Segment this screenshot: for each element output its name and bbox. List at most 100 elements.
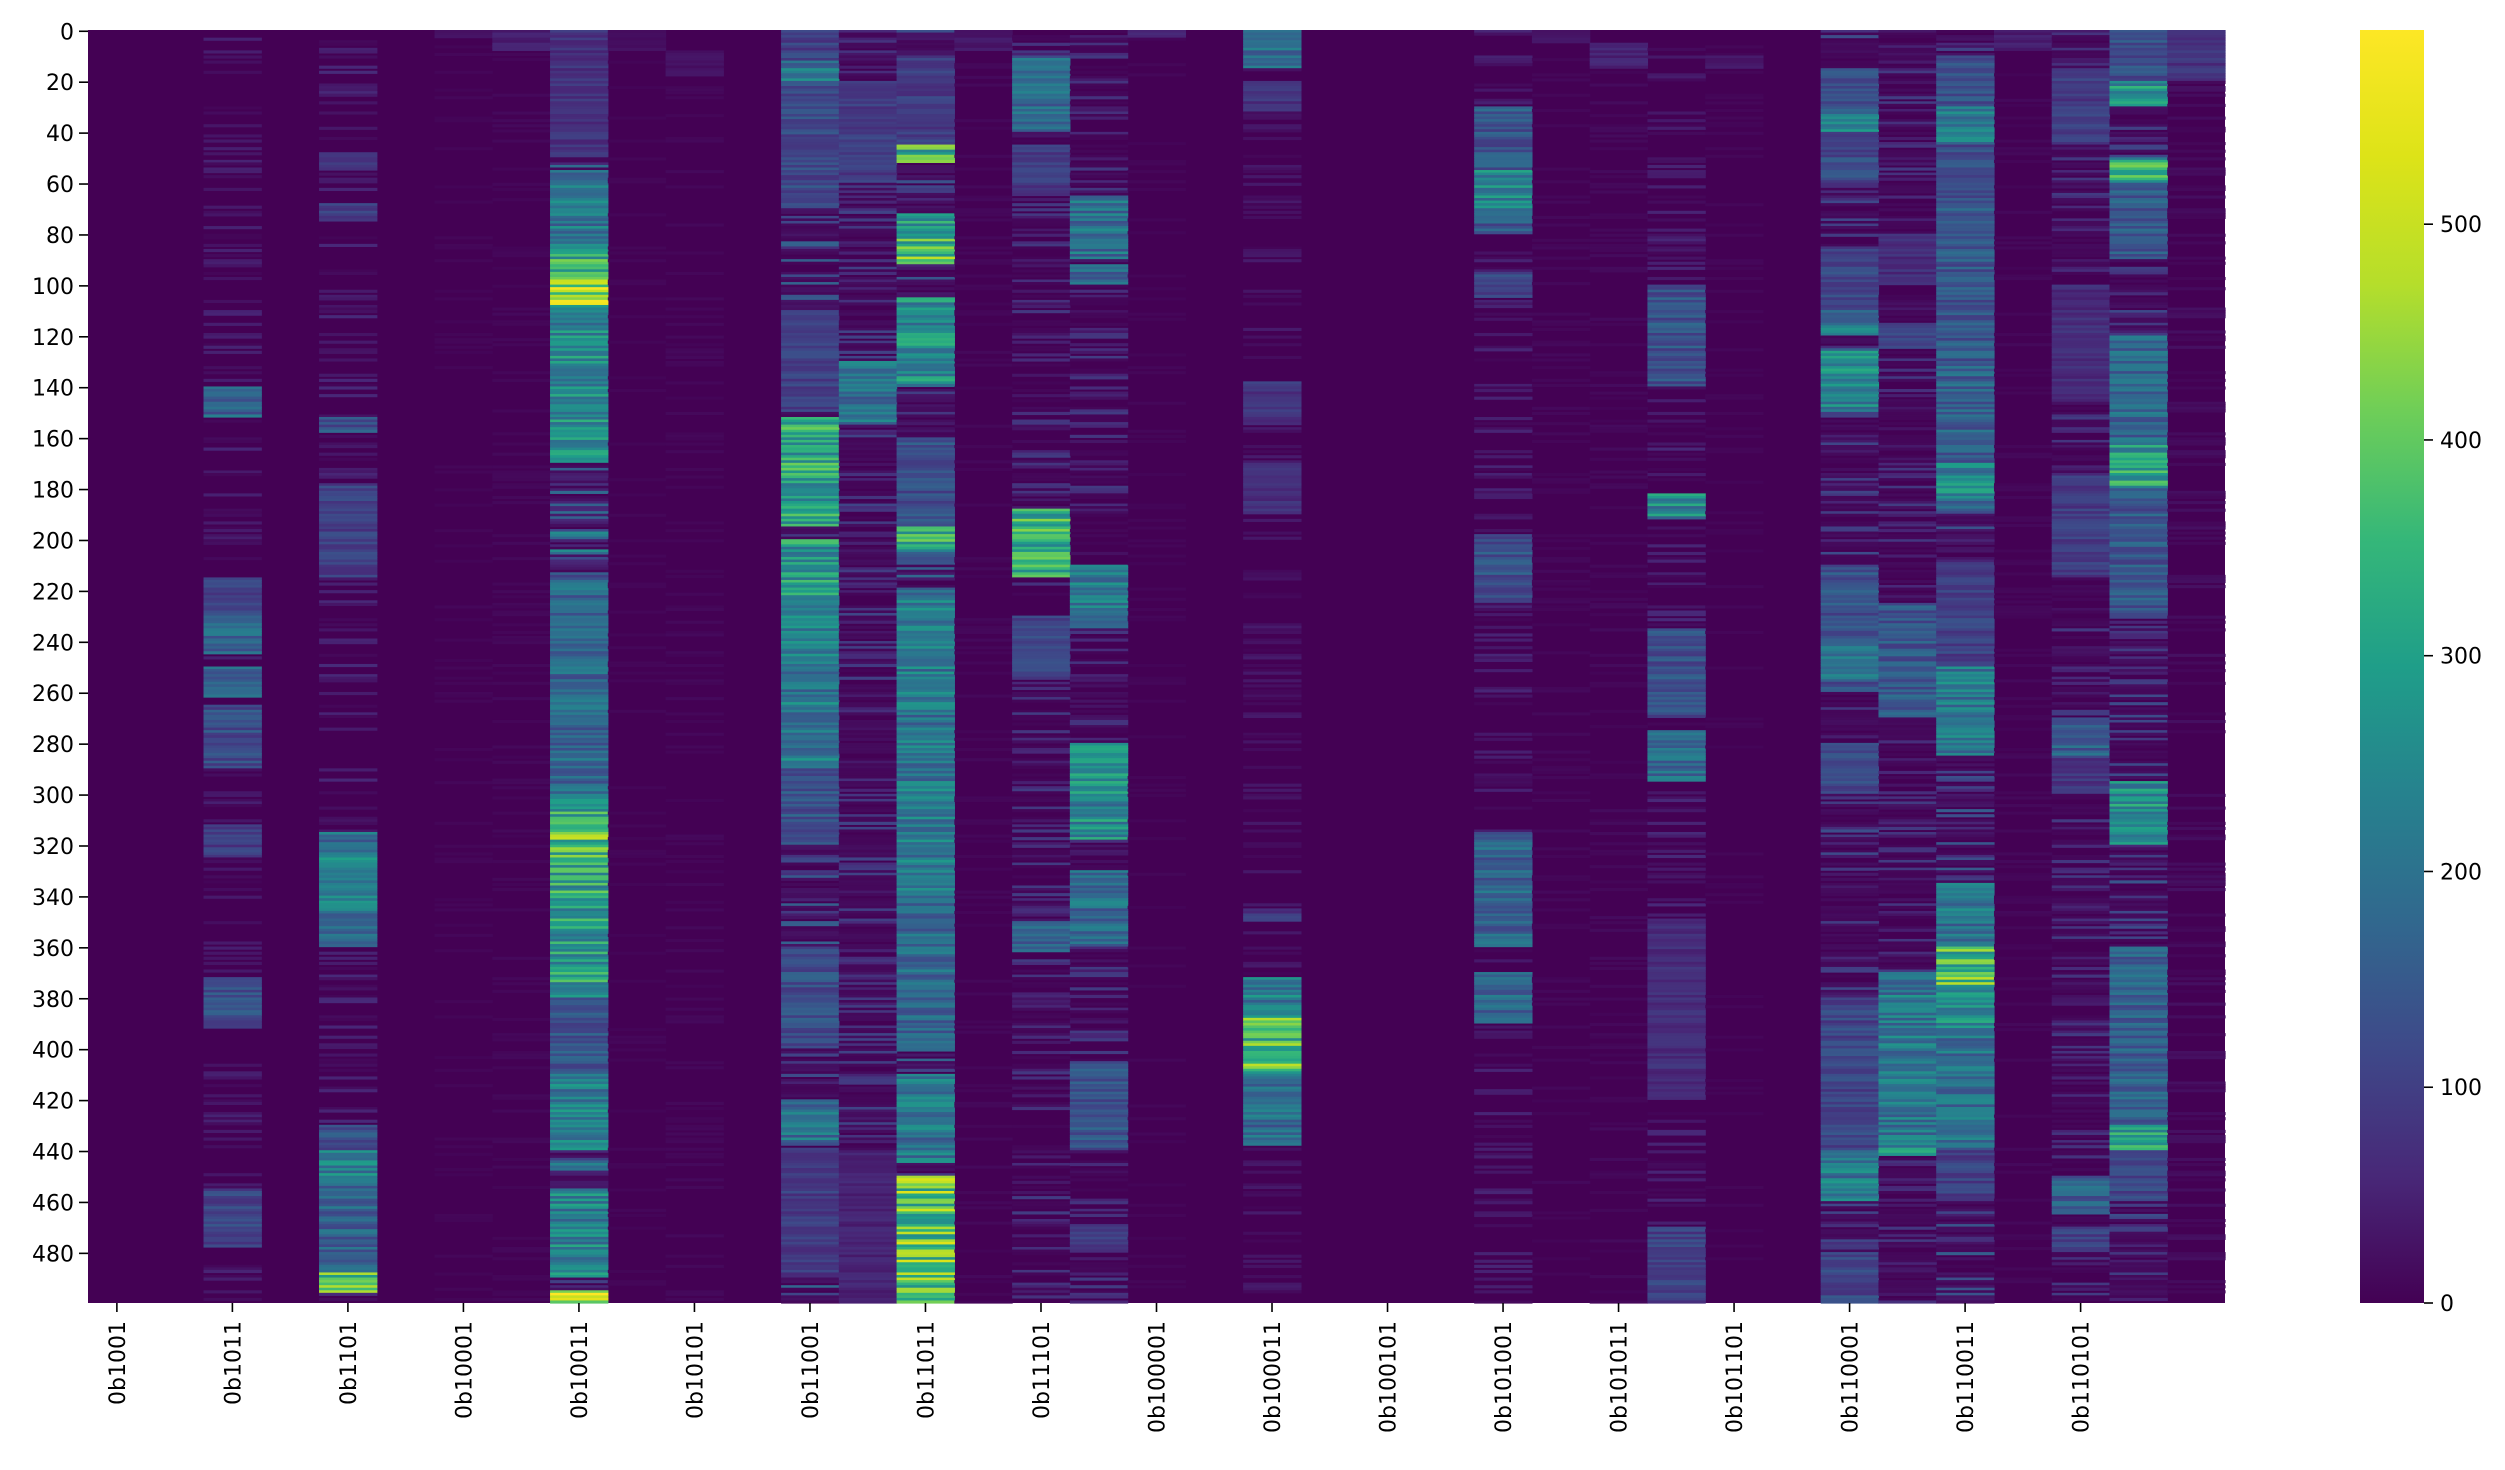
heatmap-cell <box>1012 969 1070 972</box>
heatmap-cell <box>1647 218 1705 221</box>
heatmap-cell <box>1590 654 1648 657</box>
heatmap-cell <box>204 323 262 326</box>
heatmap-cell <box>1012 1155 1070 1158</box>
heatmap-cell <box>839 893 897 896</box>
heatmap-column <box>839 30 897 1304</box>
heatmap-cell <box>1070 959 1128 962</box>
heatmap-cell <box>1532 898 1590 901</box>
heatmap-cell <box>1705 1036 1763 1039</box>
heatmap-cell <box>319 715 377 718</box>
heatmap-cell <box>608 952 666 955</box>
heatmap-column <box>897 30 955 1304</box>
heatmap-cell <box>1128 1280 1186 1283</box>
heatmap-cell <box>492 124 550 127</box>
heatmap-cell <box>666 1127 724 1130</box>
heatmap-cell <box>435 341 493 344</box>
heatmap-cell <box>839 1018 897 1021</box>
heatmap-cell <box>666 664 724 667</box>
heatmap-cell <box>1647 809 1705 812</box>
heatmap-cell <box>666 1066 724 1069</box>
heatmap-cell <box>1532 224 1590 227</box>
heatmap-cell <box>204 448 262 451</box>
heatmap-cell <box>1070 1278 1128 1281</box>
heatmap-cell <box>954 1166 1012 1169</box>
heatmap-cell <box>1474 1285 1532 1288</box>
heatmap-cell <box>1705 585 1763 588</box>
heatmap-cell <box>204 1138 262 1141</box>
heatmap-cell <box>435 1000 493 1003</box>
heatmap-cell <box>1070 71 1128 74</box>
heatmap-cell <box>1012 246 1070 249</box>
heatmap-cell <box>1070 481 1128 484</box>
heatmap-cell <box>435 297 493 300</box>
heatmap-cell <box>1474 1020 1532 1023</box>
heatmap-cell <box>1705 132 1763 135</box>
heatmap-cell <box>1012 977 1070 980</box>
heatmap-cell <box>1128 784 1186 787</box>
heatmap-cell <box>1647 1204 1705 1207</box>
heatmap-cell <box>204 1025 262 1028</box>
heatmap-cell <box>1070 117 1128 120</box>
heatmap-cell <box>319 43 377 46</box>
heatmap-cell <box>608 48 666 51</box>
heatmap-cell <box>1070 470 1128 473</box>
heatmap-cell <box>1474 455 1532 458</box>
heatmap-cell <box>954 661 1012 664</box>
heatmap-cell <box>319 728 377 731</box>
heatmap-cell <box>666 412 724 415</box>
heatmap-cell <box>1590 962 1648 965</box>
heatmap-cell <box>666 720 724 723</box>
heatmap-cell <box>492 641 550 644</box>
heatmap-cell <box>492 379 550 382</box>
heatmap-cell <box>1243 290 1301 293</box>
heatmap-cell <box>204 213 262 216</box>
heatmap-cell <box>1532 980 1590 983</box>
heatmap-cell <box>435 667 493 670</box>
heatmap-cell <box>1705 96 1763 99</box>
heatmap-cell <box>1590 506 1648 509</box>
heatmap-cell <box>954 425 1012 428</box>
heatmap-cell <box>1012 1191 1070 1194</box>
heatmap-cell <box>1705 310 1763 313</box>
heatmap-cell <box>1070 638 1128 641</box>
heatmap-cell <box>435 366 493 369</box>
heatmap-cell <box>435 677 493 680</box>
heatmap-cell <box>319 297 377 300</box>
heatmap-cell <box>666 1265 724 1268</box>
heatmap-cell <box>666 842 724 845</box>
heatmap-cell <box>1647 863 1705 866</box>
heatmap-cell <box>1243 577 1301 580</box>
heatmap-cell <box>1070 397 1128 400</box>
heatmap-cell <box>492 308 550 311</box>
heatmap-cell <box>1243 1232 1301 1235</box>
heatmap-cell <box>1012 1272 1070 1275</box>
heatmap-cell <box>492 977 550 980</box>
heatmap-cell <box>550 491 608 494</box>
heatmap-cell <box>1647 1120 1705 1123</box>
heatmap-cell <box>1590 384 1648 387</box>
heatmap-cell <box>1705 521 1763 524</box>
heatmap-cell <box>608 863 666 866</box>
heatmap-cell <box>1243 328 1301 331</box>
heatmap-cell <box>1590 684 1648 687</box>
heatmap-cell <box>608 1059 666 1062</box>
heatmap-cell <box>1243 537 1301 540</box>
heatmap-cell <box>204 414 262 417</box>
heatmap-cell <box>666 1102 724 1105</box>
heatmap-cell <box>666 633 724 636</box>
heatmap-cell <box>492 48 550 51</box>
heatmap-cell <box>1012 1181 1070 1184</box>
heatmap-cell <box>435 1173 493 1176</box>
heatmap-cell <box>1647 1188 1705 1191</box>
heatmap-cell <box>1128 608 1186 611</box>
heatmap-cell <box>1243 430 1301 433</box>
heatmap-cell <box>781 863 839 866</box>
heatmap-cell <box>1590 1176 1648 1179</box>
heatmap-cell <box>435 488 493 491</box>
heatmap-cell <box>204 947 262 950</box>
heatmap-cell <box>492 183 550 186</box>
heatmap-cell <box>1821 514 1879 517</box>
heatmap-cell <box>1243 206 1301 209</box>
heatmap-cell <box>492 557 550 560</box>
heatmap-cell <box>204 244 262 247</box>
